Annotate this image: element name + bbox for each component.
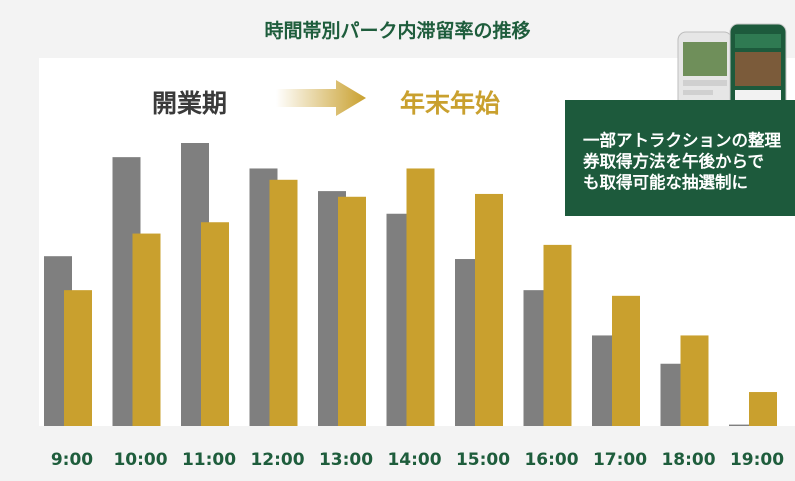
bar-newyear-1600 [543,244,572,426]
annotation-line: 券取得方法を午後からで [583,152,765,171]
legend-series-newyear: 年末年始 [400,89,501,118]
annotation-box: 一部アトラクションの整理 券取得方法を午後からで も取得可能な抽選制に [565,100,795,216]
x-tick-label: 13:00 [318,450,374,470]
x-tick-label: 17:00 [592,450,648,470]
bar-newyear-1900 [749,392,777,426]
x-tick-label: 19:00 [729,450,785,470]
arrow-right-icon [276,80,366,116]
annotation-line: も取得可能な抽選制に [583,173,748,192]
x-tick-label: 12:00 [250,450,305,470]
bar-newyear-1800 [680,335,709,426]
chart-title: 時間帯別パーク内滞留率の推移 [264,20,531,42]
x-tick-label: 18:00 [661,450,716,470]
bar-newyear-1700 [612,295,640,426]
x-tick-label: 10:00 [113,450,168,470]
annotation-line: 一部アトラクションの整理 [583,131,781,150]
bar-newyear-1100 [201,222,229,426]
bar-opening-1900 [729,424,757,426]
bar-newyear-1200 [269,179,298,426]
x-axis-labels: 9:00 10:00 11:00 12:00 13:00 14:00 15:00 16:00 1… [0,450,795,474]
x-tick-label: 11:00 [181,450,237,470]
x-tick-label: 16:00 [524,450,579,470]
bar-newyear-1400 [406,168,435,426]
legend-series-opening: 開業期 [152,89,228,118]
x-tick-label: 9:00 [50,450,94,470]
x-tick-label: 15:00 [455,450,511,470]
bar-newyear-1000 [132,233,161,426]
bar-newyear-900 [64,290,92,426]
bar-newyear-1500 [475,193,503,426]
x-tick-label: 14:00 [387,450,442,470]
bar-newyear-1300 [338,196,366,426]
